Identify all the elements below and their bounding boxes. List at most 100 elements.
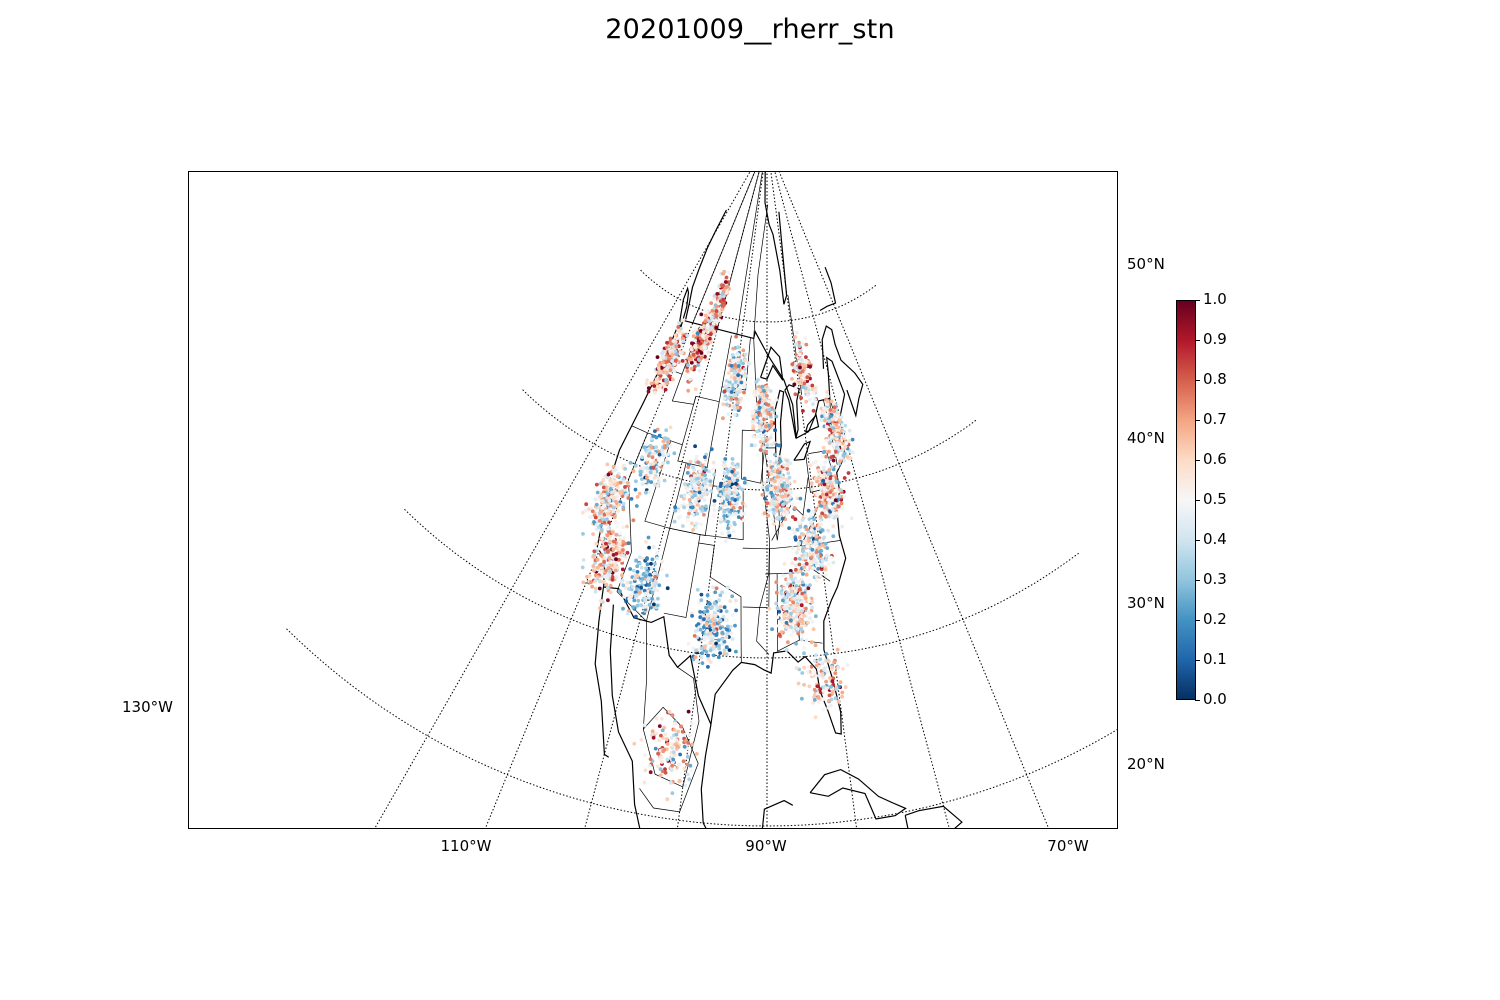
station-point — [669, 736, 674, 740]
station-point — [812, 687, 817, 692]
station-point — [808, 397, 812, 402]
station-point — [722, 389, 727, 394]
station-point — [727, 517, 732, 521]
station-point — [686, 363, 690, 367]
station-point — [642, 723, 647, 728]
station-point — [821, 478, 826, 483]
station-point — [822, 486, 827, 491]
station-point — [689, 366, 694, 371]
station-point — [659, 733, 663, 738]
station-point — [802, 665, 806, 670]
station-point — [656, 457, 661, 462]
station-point — [791, 527, 795, 532]
colorbar-tick — [1195, 660, 1200, 661]
station-point — [742, 476, 747, 481]
mexico-states — [642, 621, 700, 788]
station-point — [707, 469, 711, 474]
station-point — [794, 563, 798, 568]
station-point — [774, 590, 779, 595]
station-point — [657, 724, 662, 728]
station-point — [774, 414, 779, 419]
station-point — [772, 496, 777, 501]
station-point — [708, 648, 713, 653]
gulf-stlawrence — [821, 325, 864, 418]
station-point — [619, 580, 624, 584]
station-point — [762, 511, 767, 516]
station-point — [605, 462, 610, 467]
station-point — [626, 541, 631, 546]
station-point — [834, 687, 839, 692]
station-point — [822, 449, 827, 454]
station-point — [757, 405, 762, 410]
station-point — [738, 506, 743, 510]
station-point — [804, 527, 809, 532]
station-point — [788, 461, 793, 465]
station-point — [797, 362, 802, 367]
station-point — [689, 357, 694, 362]
station-point — [760, 485, 765, 490]
station-point — [766, 456, 770, 460]
station-point — [726, 526, 730, 531]
station-point — [733, 379, 738, 384]
station-point — [630, 585, 635, 589]
station-point — [784, 612, 788, 616]
station-point — [726, 396, 730, 400]
station-point — [811, 700, 816, 705]
station-point — [659, 448, 664, 452]
station-point — [825, 686, 829, 691]
station-point — [740, 487, 744, 492]
station-point — [602, 520, 607, 525]
station-point — [825, 479, 829, 484]
station-point — [779, 473, 784, 478]
station-point — [802, 683, 806, 687]
station-point — [695, 331, 700, 336]
station-point — [722, 648, 727, 653]
station-point — [605, 533, 610, 538]
station-point — [829, 434, 834, 439]
station-point — [827, 468, 832, 472]
station-point — [670, 763, 675, 768]
station-point — [713, 318, 718, 323]
lon-label-130: 130°W — [122, 698, 173, 716]
station-point — [775, 475, 780, 479]
station-point — [699, 346, 704, 351]
station-point — [677, 515, 681, 520]
station-point — [754, 380, 759, 384]
station-point — [604, 541, 608, 546]
station-point — [743, 374, 748, 378]
station-point — [621, 583, 626, 588]
station-point — [705, 323, 710, 327]
station-point — [733, 383, 738, 388]
station-point — [813, 614, 818, 619]
station-point — [674, 732, 679, 737]
station-point — [790, 592, 794, 597]
station-point — [842, 476, 847, 480]
station-point — [820, 543, 825, 548]
station-point — [671, 377, 675, 382]
station-point — [695, 511, 700, 516]
station-point — [722, 491, 727, 496]
station-point — [722, 269, 727, 274]
station-point — [705, 636, 710, 641]
station-point — [804, 583, 808, 588]
station-point — [615, 474, 620, 479]
station-point — [817, 545, 822, 550]
station-point — [594, 508, 599, 513]
station-point — [639, 565, 644, 570]
ca-provinces3 — [736, 172, 763, 337]
station-point — [613, 568, 618, 573]
station-point — [644, 490, 648, 495]
station-point — [795, 330, 799, 335]
colorbar-tick-label: 0.7 — [1203, 410, 1227, 428]
station-point — [723, 463, 728, 468]
station-point — [804, 342, 809, 347]
station-point — [723, 619, 728, 623]
station-point — [697, 490, 702, 495]
lake-superior — [760, 346, 784, 381]
station-point — [732, 413, 737, 417]
station-point — [789, 618, 793, 623]
station-point — [811, 390, 816, 395]
station-point — [690, 505, 695, 510]
station-point — [744, 380, 748, 385]
station-point — [725, 284, 729, 289]
